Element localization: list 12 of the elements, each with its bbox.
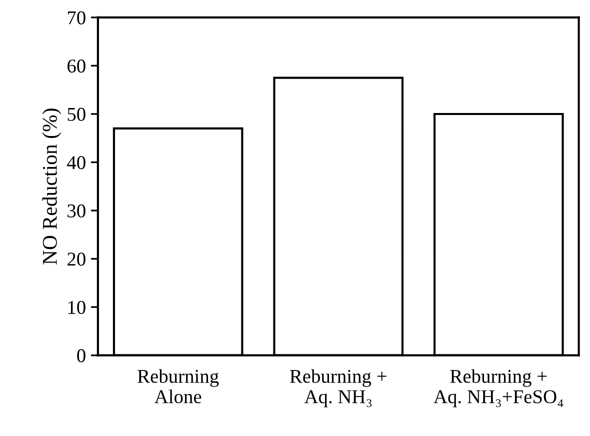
y-tick-label: 70 [68,11,86,24]
x-tick-label: Reburning + Aq. NH₃ [290,369,386,408]
y-tick-label: 0 [77,349,86,362]
x-tick-label: Reburning Alone [138,369,219,404]
x-tick-label: Reburning + Aq. NH₃+FeSO₄ [434,369,564,408]
y-tick-label: 20 [68,252,86,266]
y-tick-label: 40 [67,156,86,170]
y-tick-label: 50 [68,108,86,121]
y-tick-label: 60 [68,60,86,73]
y-axis-title: NO Reduction (%) [42,108,62,264]
y-tick-label: 30 [68,204,86,218]
y-tick-label: 10 [68,300,86,314]
